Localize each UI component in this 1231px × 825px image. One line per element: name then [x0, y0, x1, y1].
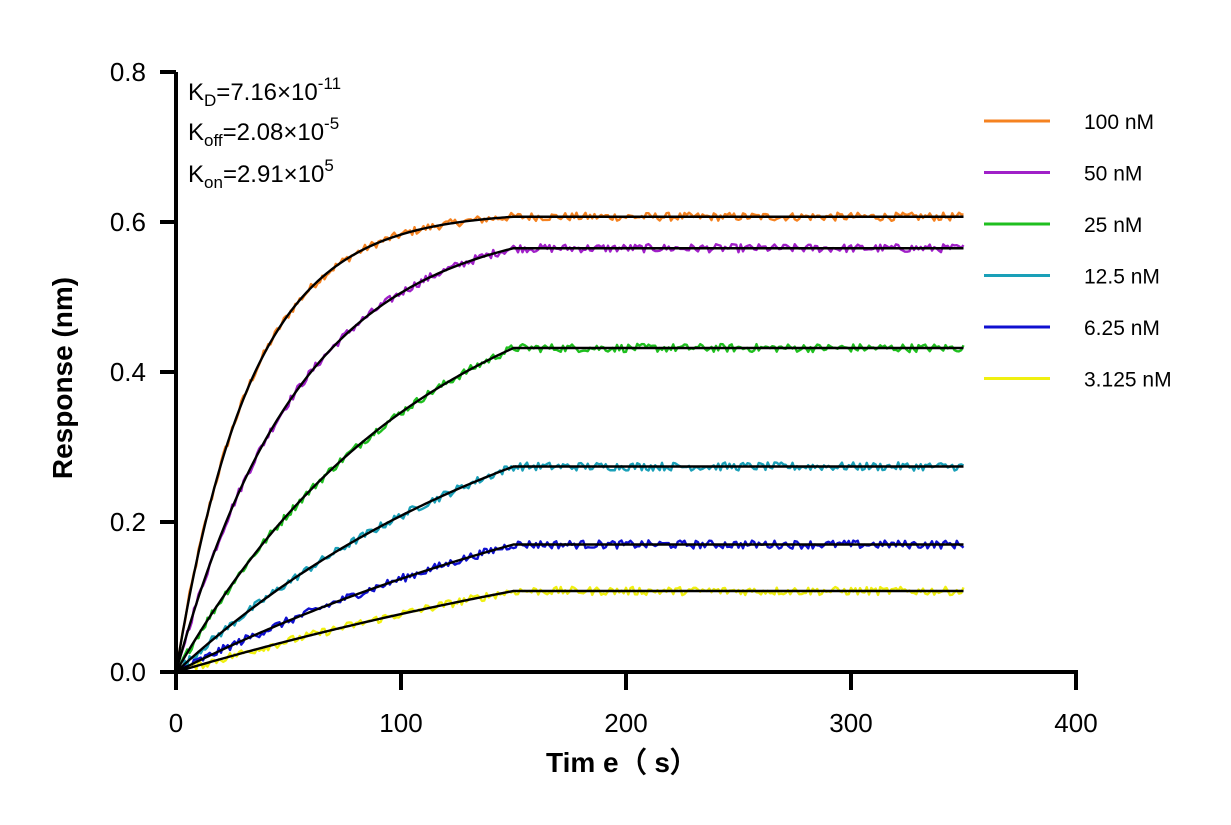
legend-label: 6.25 nM: [1084, 317, 1160, 340]
fit-line: [175, 589, 964, 674]
y-tick-label: 0.4: [110, 357, 146, 387]
x-ticks: 0 100 200 300 400: [169, 672, 1098, 738]
x-tick-label: 400: [1054, 708, 1097, 738]
fit-line: [174, 215, 964, 673]
fit-line: [174, 346, 964, 673]
x-tick-label: 0: [169, 708, 183, 738]
series-line: [175, 585, 965, 674]
fit-line: [175, 543, 964, 674]
x-axis-title: Tim e（ s）: [546, 746, 698, 778]
legend-label: 12.5 nM: [1084, 266, 1160, 289]
koff-annotation: Koff=2.08×10-5: [188, 114, 339, 150]
series-line: [174, 211, 964, 673]
data-series: [174, 211, 965, 674]
fit-line: [175, 465, 964, 673]
y-tick-label: 0.0: [110, 657, 146, 687]
legend-label: 3.125 nM: [1084, 369, 1172, 392]
legend-label: 100 nM: [1084, 111, 1154, 134]
legend: 100 nM 50 nM 25 nM 12.5 nM 6.25 nM 3.125 nM: [984, 111, 1172, 392]
y-ticks: 0.0 0.2 0.4 0.6 0.8: [110, 57, 176, 687]
fit-curves: [174, 215, 964, 674]
x-tick-label: 100: [379, 708, 422, 738]
x-tick-label: 200: [604, 708, 647, 738]
y-tick-label: 0.8: [110, 57, 146, 87]
kinetic-constants: KD=7.16×10-11 Koff=2.08×10-5 Kon=2.91×10…: [188, 74, 341, 192]
y-tick-label: 0.6: [110, 207, 146, 237]
y-axis-title: Response (nm): [47, 277, 78, 479]
fit-line: [174, 247, 964, 673]
kon-annotation: Kon=2.91×105: [188, 156, 334, 192]
legend-label: 25 nM: [1084, 214, 1142, 237]
kd-annotation: KD=7.16×10-11: [188, 74, 341, 110]
y-tick-label: 0.2: [110, 507, 146, 537]
x-tick-label: 300: [829, 708, 872, 738]
legend-label: 50 nM: [1084, 163, 1142, 186]
series-line: [175, 539, 965, 674]
